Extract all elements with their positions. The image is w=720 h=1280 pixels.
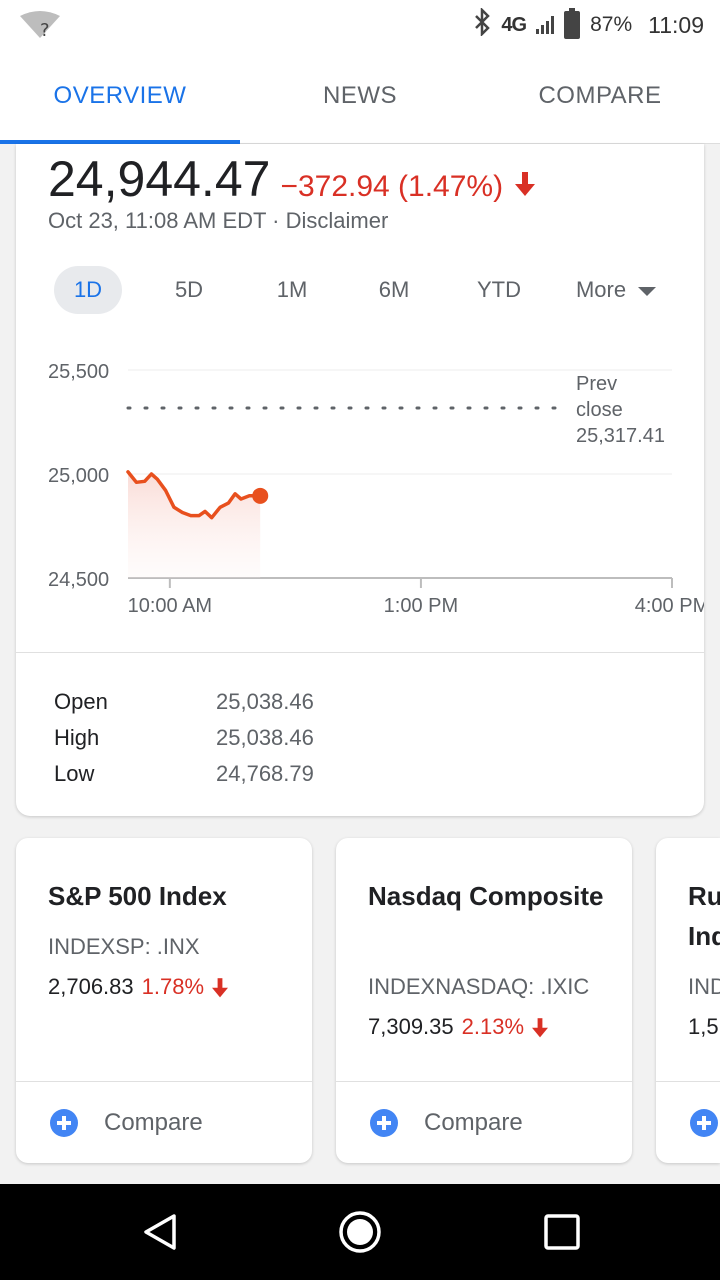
stat-label: High — [54, 725, 100, 750]
range-selector: 1D 5D 1M 6M YTD More — [54, 266, 674, 316]
stats-table: Open 25,038.46 High 25,038.46 Low 24,768… — [54, 684, 314, 792]
range-1d[interactable]: 1D — [54, 266, 122, 314]
range-5d[interactable]: 5D — [174, 277, 204, 302]
quote-timestamp[interactable]: Oct 23, 11:08 AM EDT · Disclaimer — [48, 208, 389, 233]
tab-bar: OVERVIEW NEWS COMPARE — [0, 50, 720, 144]
current-price: 24,944.47 — [48, 151, 271, 207]
add-icon — [370, 1108, 398, 1137]
stat-row-open: Open 25,038.46 — [54, 684, 314, 720]
range-ytd[interactable]: YTD — [477, 277, 521, 302]
tab-overview[interactable]: OVERVIEW — [53, 82, 187, 109]
battery-icon — [564, 8, 581, 39]
dropdown-caret-icon — [638, 286, 657, 296]
range-6m[interactable]: 6M — [378, 277, 410, 302]
home-icon[interactable] — [338, 1210, 382, 1254]
divider — [16, 652, 704, 653]
related-ticker: INDEXNASDAQ: .IXIC — [368, 974, 590, 999]
stat-value: 24,768.79 — [216, 761, 314, 786]
related-title: Ru Ind — [688, 881, 720, 951]
related-title: S&P 500 Index — [48, 881, 227, 911]
tab-compare[interactable]: COMPARE — [538, 82, 662, 109]
price-change: −372.94 (1.47%) — [280, 170, 504, 203]
series-area — [128, 471, 261, 578]
prev-close-label: 25,317.41 — [576, 425, 665, 447]
related-value-row: 1,5 — [688, 1014, 719, 1040]
wifi-question-icon: ? — [18, 10, 62, 45]
price-chart-svg: 25,500 25,000 24,500 10:00 AM 1:00 PM 4:00 PM… — [48, 361, 704, 617]
network-type: 4G — [501, 13, 527, 36]
related-value: 2,706.83 — [48, 974, 134, 999]
y-tick-label: 25,000 — [48, 465, 109, 487]
range-more-label: More — [575, 277, 627, 302]
related-card-russell[interactable]: Ru Ind IND 1,5 — [656, 838, 720, 1163]
current-point — [252, 487, 269, 504]
compare-label: Compare — [104, 1108, 203, 1136]
stat-label: Low — [54, 761, 95, 786]
prev-close-label: Prev — [576, 373, 617, 395]
related-pct: 2.13% — [461, 1014, 525, 1039]
compare-button[interactable] — [656, 1081, 720, 1163]
x-tick-label: 1:00 PM — [384, 595, 458, 617]
signal-icon — [536, 16, 555, 34]
add-icon — [690, 1108, 718, 1137]
series-line — [126, 470, 262, 520]
prev-close-label: close — [576, 399, 623, 421]
compare-label: Compare — [424, 1108, 523, 1136]
svg-text:?: ? — [40, 20, 50, 40]
related-value: 7,309.35 — [368, 1014, 454, 1039]
range-more[interactable]: More — [566, 266, 666, 314]
related-value: 1,5 — [688, 1014, 719, 1039]
related-card-nasdaq[interactable]: Nasdaq Composite INDEXNASDAQ: .IXIC 7,30… — [336, 838, 632, 1163]
related-pct: 1.78% — [141, 974, 205, 999]
battery-percent: 87% — [590, 13, 633, 36]
related-ticker: IND — [688, 974, 720, 999]
navigation-bar — [0, 1184, 720, 1280]
status-bar: ? 4G 87% 11:09 — [0, 0, 720, 50]
related-title: Nasdaq Composite — [368, 881, 604, 911]
down-arrow-icon — [532, 1017, 549, 1038]
back-icon[interactable] — [140, 1212, 180, 1252]
x-tick-label: 10:00 AM — [128, 595, 213, 617]
tab-indicator — [0, 140, 240, 144]
y-tick-label: 24,500 — [48, 569, 109, 591]
compare-button[interactable]: Compare — [16, 1081, 312, 1163]
compare-button[interactable]: Compare — [336, 1081, 632, 1163]
stat-label: Open — [54, 689, 108, 714]
stat-value: 25,038.46 — [216, 725, 314, 750]
price-chart[interactable]: 25,500 25,000 24,500 10:00 AM 1:00 PM 4:00 PM… — [16, 344, 704, 624]
down-arrow-icon — [212, 977, 229, 998]
tab-news[interactable]: NEWS — [323, 82, 397, 109]
stat-row-low: Low 24,768.79 — [54, 756, 314, 792]
related-value-row: 2,706.83 1.78% — [48, 974, 230, 1000]
stat-value: 25,038.46 — [216, 689, 314, 714]
quote-card: 24,944.47 −372.94 (1.47%) Oct 23, 11:08 … — [16, 144, 704, 816]
related-value-row: 7,309.35 2.13% — [368, 1014, 550, 1040]
related-card-sp500[interactable]: S&P 500 Index INDEXSP: .INX 2,706.83 1.7… — [16, 838, 312, 1163]
clock: 11:09 — [648, 11, 704, 38]
recents-icon[interactable] — [542, 1212, 582, 1252]
range-1m[interactable]: 1M — [276, 277, 308, 302]
x-tick-label: 4:00 PM — [635, 595, 704, 617]
bluetooth-icon — [473, 6, 491, 42]
y-tick-label: 25,500 — [48, 361, 109, 383]
down-arrow-icon — [515, 170, 536, 196]
stat-row-high: High 25,038.46 — [54, 720, 314, 756]
add-icon — [50, 1108, 78, 1137]
related-ticker: INDEXSP: .INX — [48, 934, 200, 959]
